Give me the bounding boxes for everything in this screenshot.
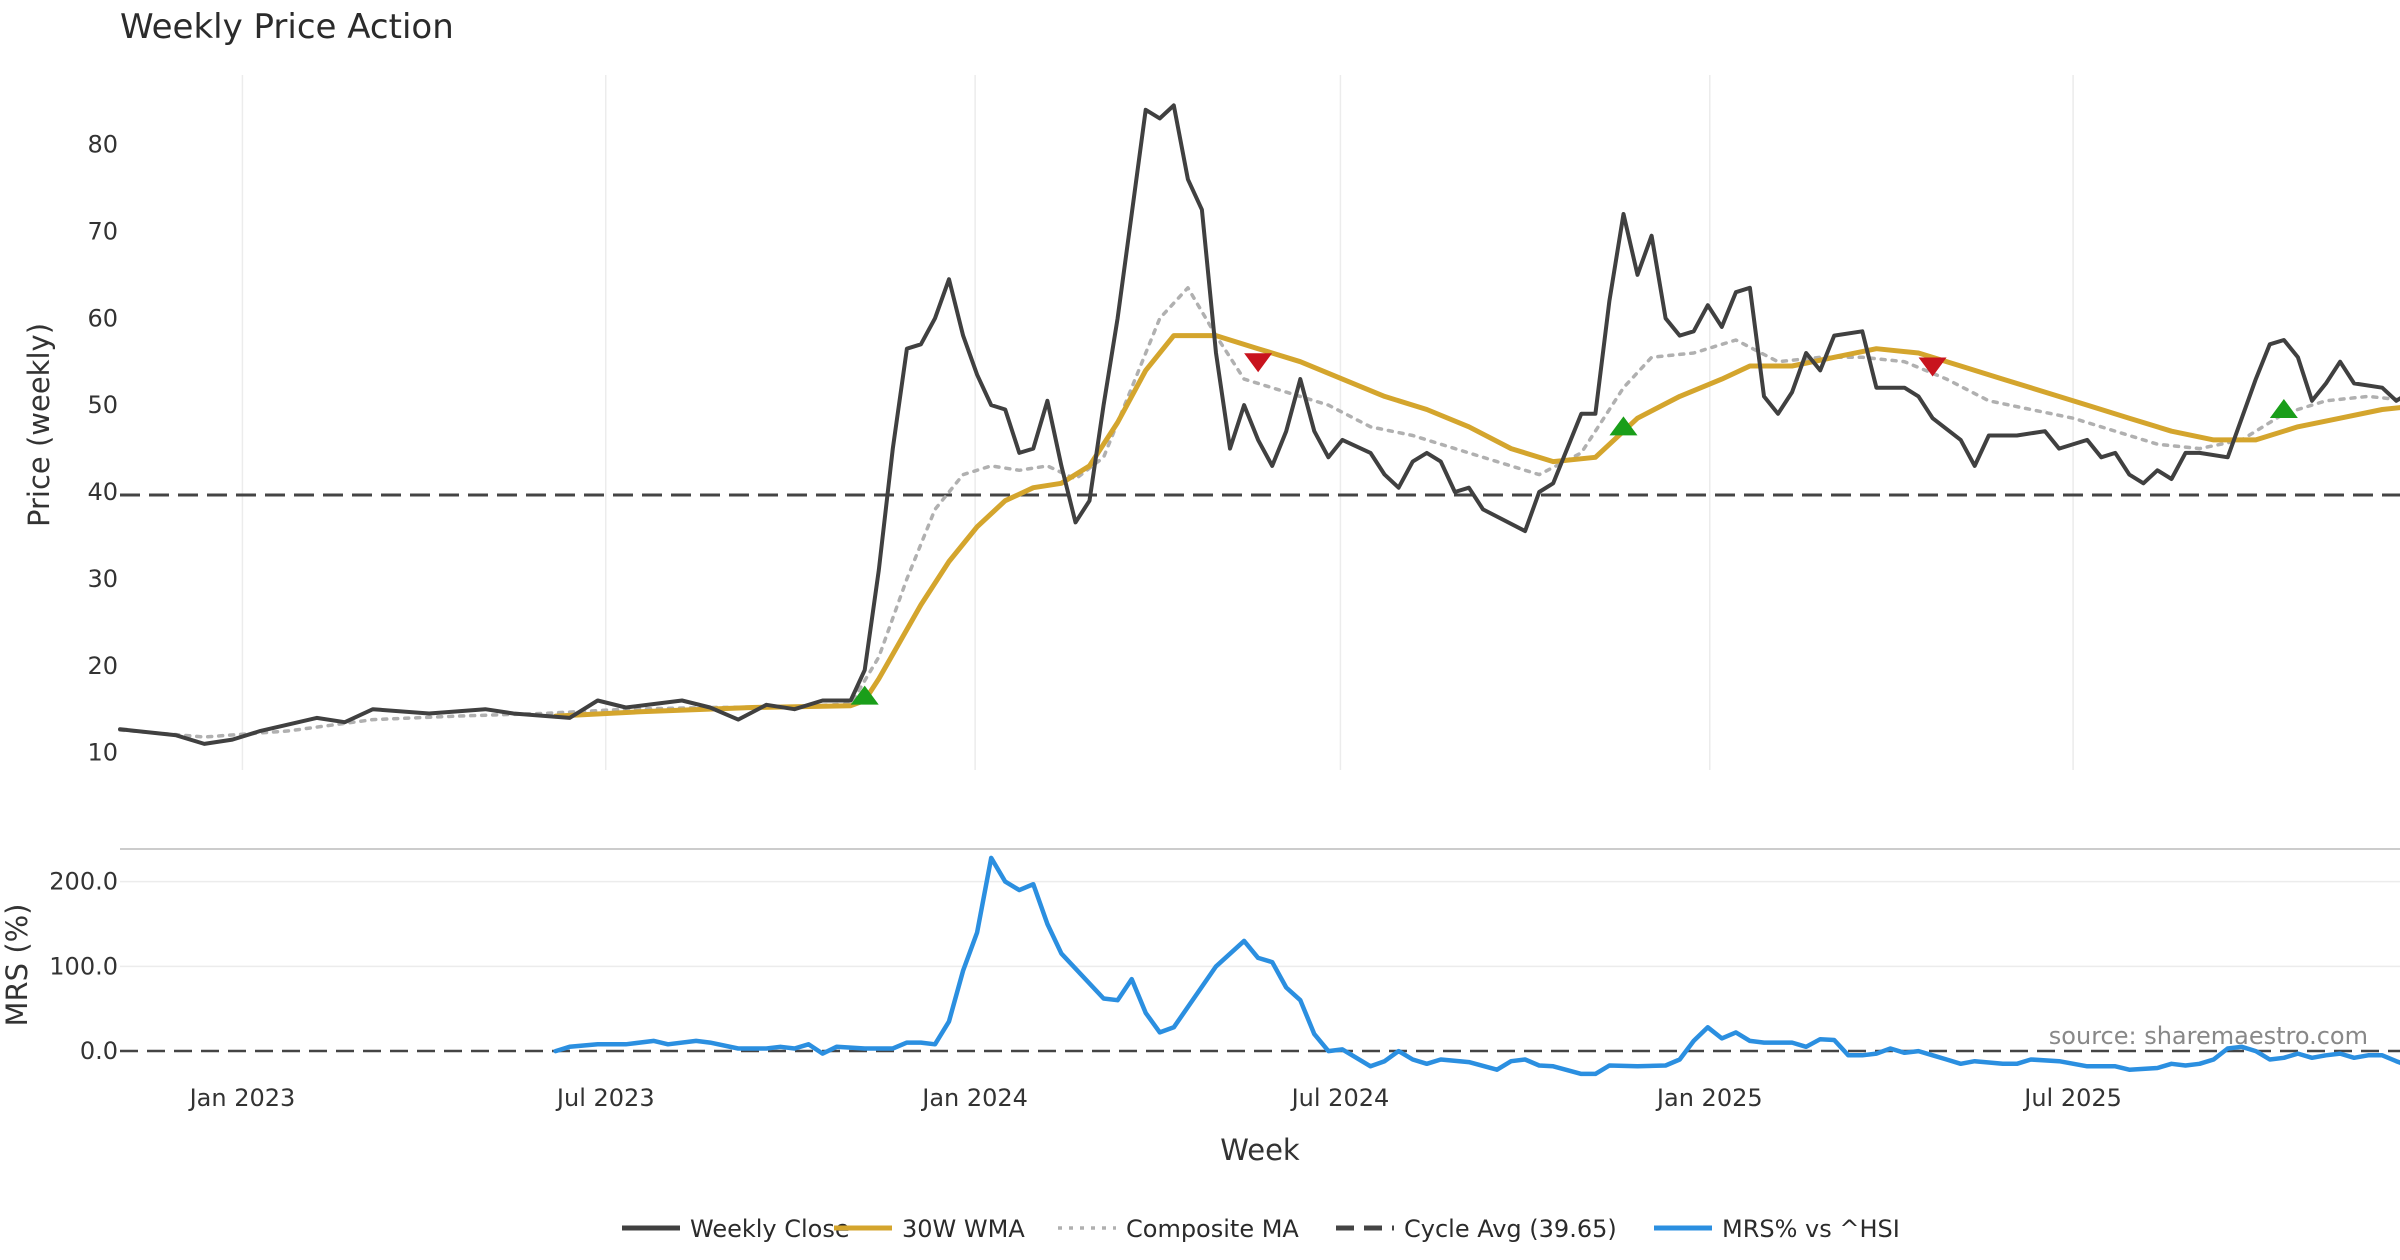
price-y-tick-label: 40 [87,478,118,506]
price-y-tick-label: 70 [87,217,118,245]
buy-signal-marker [850,685,879,705]
price-y-tick-label: 60 [87,304,118,332]
legend-label: Weekly Close [690,1215,850,1243]
legend-item-cycle-avg-39-65: Cycle Avg (39.65) [1336,1215,1617,1243]
legend: Weekly Close 30W WMA Composite MA Cycle Avg… [622,1215,1900,1243]
x-tick-label: Jul 2024 [1290,1084,1390,1112]
legend-item-composite-ma: Composite MA [1058,1215,1299,1243]
price-x-gridlines [241,75,2074,770]
sell-signal-marker [1918,357,1947,377]
x-tick-label: Jul 2025 [2022,1084,2122,1112]
mrs-panel: 0.0 100.0 200.0 MRS (%) source: sharemaest… [0,855,2400,1077]
mrs-y-tick-label: 200.0 [49,868,118,896]
price-y-tick-label: 80 [87,131,118,159]
x-tick-label: Jul 2023 [555,1084,655,1112]
signal-markers [850,353,2298,705]
x-tick-label: Jan 2025 [1655,1084,1763,1112]
legend-label: 30W WMA [902,1215,1025,1243]
x-axis-title: Week [1220,1133,1300,1167]
price-y-ticks: 10 20 30 40 50 60 70 80 [87,131,118,767]
legend-label: Cycle Avg (39.65) [1404,1215,1617,1243]
legend-item-weekly-close: Weekly Close [622,1215,850,1243]
price-y-tick-label: 50 [87,391,118,419]
legend-item-30w-wma: 30W WMA [834,1215,1025,1243]
price-y-axis-title: Price (weekly) [22,323,56,527]
mrs-series [553,855,2400,1077]
mrs-vs-hsi-line [553,855,2400,1077]
buy-signal-marker [1609,416,1638,436]
x-tick-labels: Jan 2023 Jul 2023 Jan 2024 Jul 2024 Jan 2025… [188,1084,2122,1112]
mrs-y-ticks: 0.0 100.0 200.0 [49,868,2400,1065]
sell-signal-marker [1244,353,1273,373]
price-y-tick-label: 30 [87,565,118,593]
legend-item-mrs-vs-hsi: MRS% vs ^HSI [1654,1215,1900,1243]
x-tick-label: Jan 2024 [920,1084,1028,1112]
30w-wma-line [553,333,2400,719]
buy-signal-marker [2269,398,2298,418]
price-y-tick-label: 20 [87,652,118,680]
price-panel: 10 20 30 40 50 60 70 80 Price (weekly) [22,75,2400,770]
mrs-y-tick-label: 100.0 [49,952,118,980]
mrs-y-axis-title: MRS (%) [0,904,34,1027]
legend-label: MRS% vs ^HSI [1722,1215,1900,1243]
mrs-y-tick-label: 0.0 [80,1037,118,1065]
price-series [118,103,2400,746]
source-note: source: sharemaestro.com [2049,1022,2368,1050]
price-y-tick-label: 10 [87,739,118,767]
legend-label: Composite MA [1126,1215,1299,1243]
weekly-close-line [118,103,2400,746]
x-tick-label: Jan 2023 [188,1084,296,1112]
chart-title: Weekly Price Action [120,7,454,47]
